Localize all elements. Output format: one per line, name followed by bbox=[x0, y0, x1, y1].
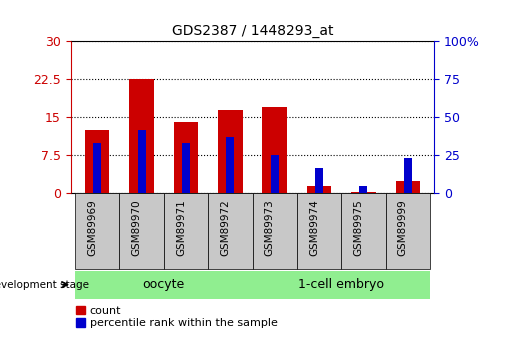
Text: development stage: development stage bbox=[0, 280, 89, 289]
Bar bbox=[85, 130, 110, 193]
Bar bbox=[351, 192, 376, 193]
Bar bbox=[297, 193, 341, 269]
Bar bbox=[385, 193, 430, 269]
Text: GSM89974: GSM89974 bbox=[309, 199, 319, 256]
Bar bbox=[138, 130, 145, 193]
Text: GSM89999: GSM89999 bbox=[398, 199, 408, 256]
Text: GSM89973: GSM89973 bbox=[265, 199, 275, 256]
Text: GSM89975: GSM89975 bbox=[354, 199, 364, 256]
Bar bbox=[182, 142, 190, 193]
Title: GDS2387 / 1448293_at: GDS2387 / 1448293_at bbox=[172, 23, 333, 38]
Bar bbox=[263, 107, 287, 193]
Bar bbox=[307, 186, 331, 193]
Bar bbox=[174, 122, 198, 193]
Bar bbox=[93, 142, 102, 193]
Bar bbox=[129, 79, 154, 193]
Text: GSM89969: GSM89969 bbox=[87, 199, 97, 256]
Text: GSM89970: GSM89970 bbox=[132, 199, 141, 256]
Bar bbox=[218, 110, 242, 193]
Bar bbox=[75, 270, 252, 298]
Text: GSM89972: GSM89972 bbox=[220, 199, 230, 256]
Bar bbox=[75, 193, 120, 269]
Bar bbox=[403, 158, 412, 193]
Bar bbox=[252, 270, 430, 298]
Text: 1-cell embryo: 1-cell embryo bbox=[298, 278, 384, 291]
Bar bbox=[271, 155, 279, 193]
Legend: count, percentile rank within the sample: count, percentile rank within the sample bbox=[76, 306, 277, 328]
Bar bbox=[360, 186, 367, 193]
Text: GSM89971: GSM89971 bbox=[176, 199, 186, 256]
Text: oocyte: oocyte bbox=[143, 278, 185, 291]
Bar bbox=[120, 193, 164, 269]
Bar bbox=[164, 193, 208, 269]
Bar bbox=[226, 138, 234, 193]
Bar bbox=[341, 193, 385, 269]
Bar bbox=[315, 168, 323, 193]
Bar bbox=[252, 193, 297, 269]
Bar bbox=[395, 180, 420, 193]
Bar bbox=[208, 193, 252, 269]
